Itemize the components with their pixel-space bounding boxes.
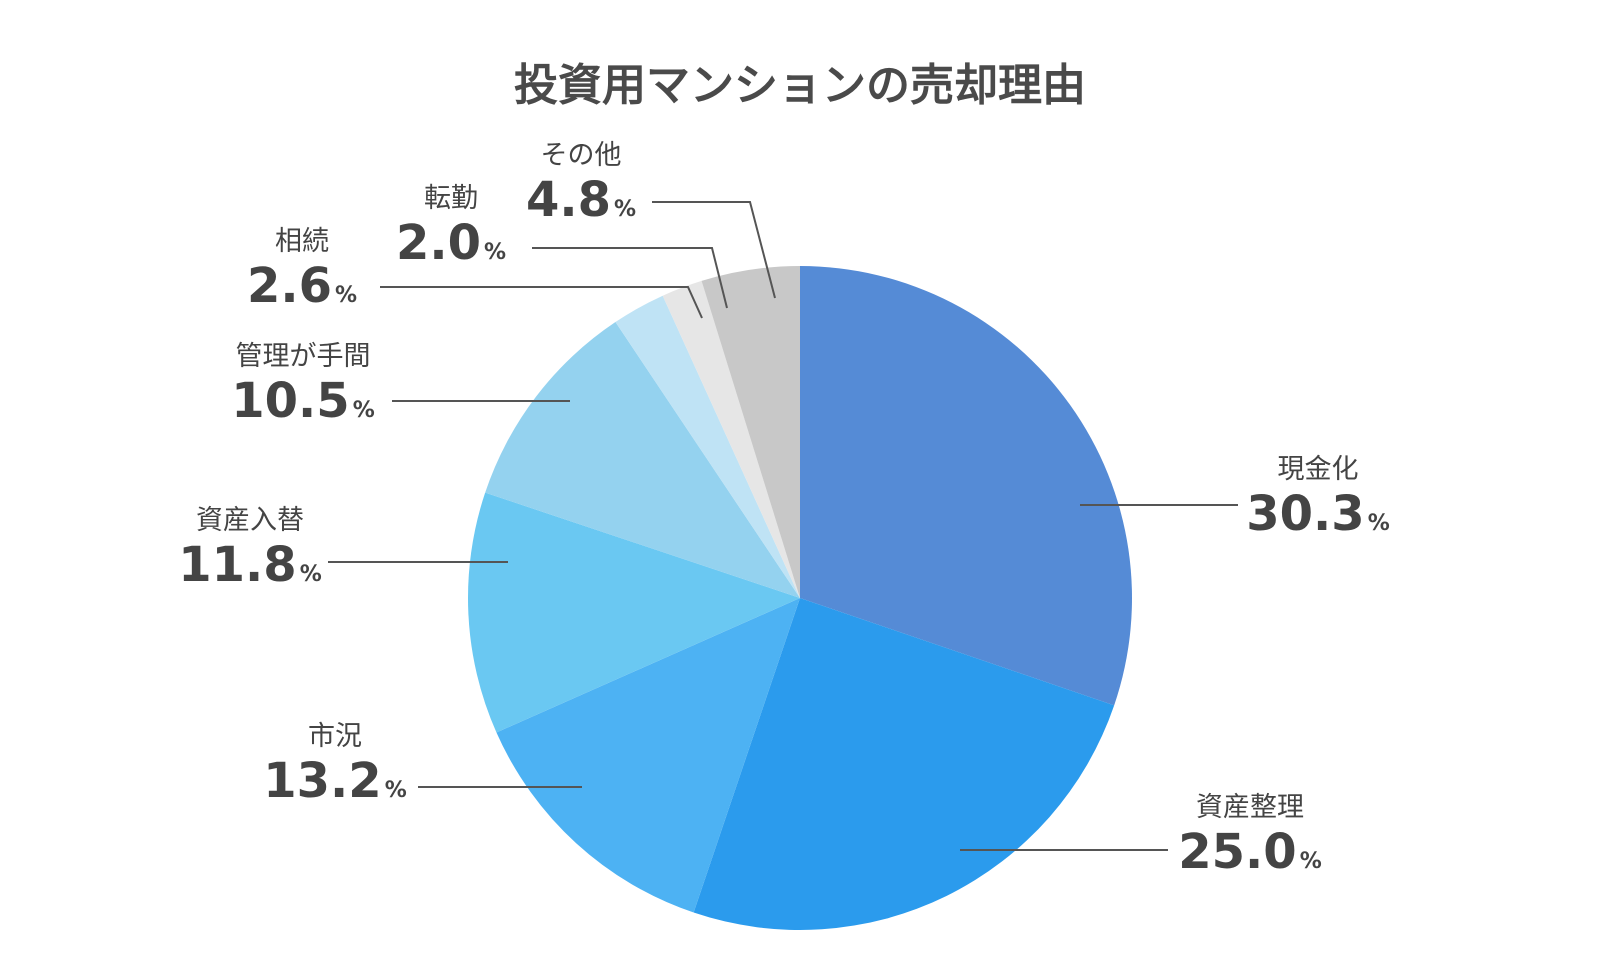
slice-category-label: 現金化 — [1278, 454, 1359, 485]
slice-category-label: 転勤 — [424, 183, 478, 214]
slice-value-label: 25.0% — [1178, 824, 1321, 880]
slice-category-label: その他 — [541, 140, 622, 171]
leader-line — [380, 286, 703, 319]
pie-slice — [693, 598, 1115, 931]
slice-value-label: 11.8% — [178, 537, 321, 593]
slice-value-label: 30.3% — [1246, 486, 1389, 542]
slice-category-label: 相続 — [275, 226, 329, 257]
slice-value-label: 2.0% — [396, 215, 506, 271]
slice-category-label: 資産整理 — [1196, 792, 1304, 823]
slice-value-label: 4.8% — [526, 172, 636, 228]
pie-slice — [701, 266, 800, 598]
pie-slice — [485, 322, 800, 598]
slice-value-label: 13.2% — [263, 753, 406, 809]
pie-slice — [496, 598, 800, 913]
leader-line — [532, 247, 728, 309]
leader-line — [652, 201, 776, 299]
slice-category-label: 資産入替 — [196, 505, 304, 536]
pie-slice — [800, 266, 1132, 706]
pie-slices — [467, 266, 1132, 931]
leader-lines — [328, 201, 1238, 851]
slice-category-label: 管理が手間 — [236, 341, 371, 372]
pie-slice — [467, 492, 800, 733]
chart-title: 投資用マンションの売却理由 — [514, 60, 1086, 111]
slice-category-label: 市況 — [308, 721, 362, 752]
slice-value-label: 10.5% — [231, 373, 374, 429]
pie-slice — [615, 295, 800, 598]
pie-slice — [662, 280, 800, 598]
slice-value-label: 2.6% — [247, 258, 357, 314]
